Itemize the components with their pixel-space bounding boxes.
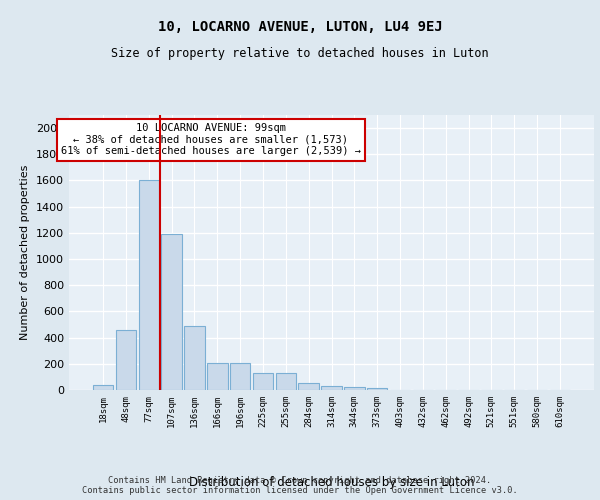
Bar — [116, 330, 136, 390]
Bar — [298, 384, 319, 390]
Bar — [93, 385, 113, 390]
Text: Size of property relative to detached houses in Luton: Size of property relative to detached ho… — [111, 48, 489, 60]
Y-axis label: Number of detached properties: Number of detached properties — [20, 165, 31, 340]
Bar — [253, 373, 273, 390]
Bar — [184, 326, 205, 390]
Bar — [139, 180, 159, 390]
Text: Contains HM Land Registry data © Crown copyright and database right 2024.
Contai: Contains HM Land Registry data © Crown c… — [82, 476, 518, 495]
X-axis label: Distribution of detached houses by size in Luton: Distribution of detached houses by size … — [189, 476, 474, 488]
Text: 10 LOCARNO AVENUE: 99sqm
← 38% of detached houses are smaller (1,573)
61% of sem: 10 LOCARNO AVENUE: 99sqm ← 38% of detach… — [61, 123, 361, 156]
Bar — [207, 362, 227, 390]
Bar — [161, 234, 182, 390]
Text: 10, LOCARNO AVENUE, LUTON, LU4 9EJ: 10, LOCARNO AVENUE, LUTON, LU4 9EJ — [158, 20, 442, 34]
Bar — [230, 362, 250, 390]
Bar — [321, 386, 342, 390]
Bar — [367, 388, 388, 390]
Bar — [275, 373, 296, 390]
Bar — [344, 388, 365, 390]
